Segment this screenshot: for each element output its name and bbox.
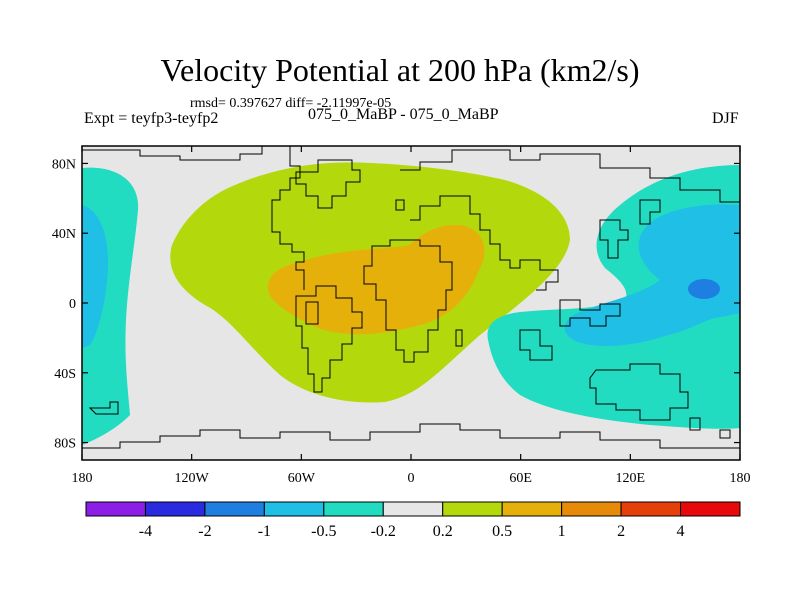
y-axis: 80N 40N 0 40S 80S bbox=[52, 157, 740, 452]
colorbar-label: 4 bbox=[677, 523, 685, 540]
coastlines bbox=[82, 146, 740, 449]
colorbar-swatch bbox=[144, 501, 206, 517]
x-tick-label: 120E bbox=[616, 471, 646, 486]
x-tick-label: 0 bbox=[408, 471, 415, 486]
colorbar-label: -0.2 bbox=[371, 523, 396, 540]
x-tick-label: 60E bbox=[509, 471, 532, 486]
y-tick-label: 0 bbox=[69, 297, 76, 312]
colorbar-label: -4 bbox=[139, 523, 152, 540]
colorbar: -4 -2 -1 -0.5 -0.2 0.2 0.5 1 2 4 bbox=[85, 501, 741, 540]
contour-region bbox=[267, 224, 485, 335]
colorbar-label: 1 bbox=[558, 523, 566, 540]
y-tick-label: 80N bbox=[52, 157, 76, 172]
colorbar-label: -0.5 bbox=[311, 523, 336, 540]
colorbar-swatch bbox=[561, 501, 622, 517]
colorbar-swatch bbox=[263, 501, 325, 517]
colorbar-swatch bbox=[85, 501, 146, 517]
period-label: 075_0_MaBP - 075_0_MaBP bbox=[308, 106, 499, 123]
y-tick-label: 40S bbox=[54, 367, 76, 382]
contour-region bbox=[564, 204, 740, 346]
stats-label: rmsd= 0.397627 diff= -2.11997e-05 bbox=[190, 96, 392, 111]
colorbar-label: 0.2 bbox=[433, 523, 453, 540]
x-axis: 180 120W 60W 0 60E 120E 180 bbox=[72, 146, 751, 486]
colorbar-swatch bbox=[442, 501, 503, 517]
colorbar-swatch bbox=[501, 501, 563, 517]
colorbar-label: 0.5 bbox=[492, 523, 512, 540]
x-tick-label: 180 bbox=[730, 471, 751, 486]
colorbar-label: -1 bbox=[258, 523, 271, 540]
y-tick-label: 80S bbox=[54, 437, 76, 452]
colorbar-swatch bbox=[204, 501, 265, 517]
contour-region bbox=[688, 279, 720, 299]
x-tick-label: 60W bbox=[288, 471, 316, 486]
chart-title: Velocity Potential at 200 hPa (km2/s) bbox=[160, 52, 640, 88]
colorbar-swatch bbox=[620, 501, 682, 517]
y-tick-label: 40N bbox=[52, 227, 76, 242]
colorbar-swatch bbox=[680, 501, 741, 517]
experiment-label: Expt = teyfp3-teyfp2 bbox=[84, 110, 219, 127]
colorbar-label: 2 bbox=[617, 523, 625, 540]
contour-region bbox=[82, 205, 108, 348]
colorbar-label: -2 bbox=[198, 523, 211, 540]
colorbar-swatch bbox=[323, 501, 384, 517]
colorbar-swatch bbox=[382, 501, 444, 517]
season-label: DJF bbox=[712, 110, 739, 127]
x-tick-label: 120W bbox=[175, 471, 210, 486]
x-tick-label: 180 bbox=[72, 471, 93, 486]
